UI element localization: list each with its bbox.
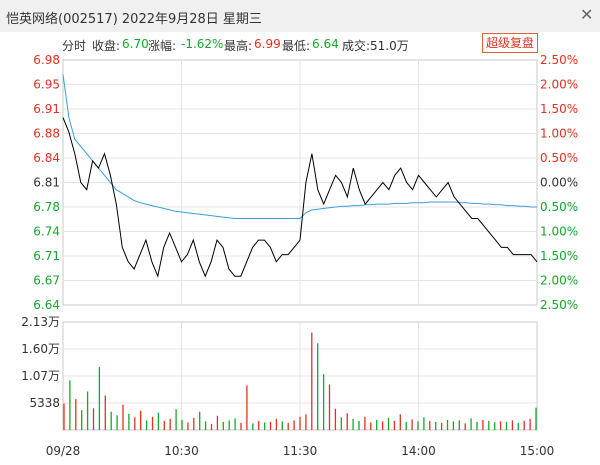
- pct-tick-label: 1.00%: [540, 127, 578, 141]
- high-label: 最高:: [224, 39, 253, 53]
- pct-tick-label: 1.50%: [540, 249, 578, 263]
- volume-value: 51.0万: [370, 39, 409, 53]
- price-tick-label: 6.91: [33, 102, 60, 116]
- price-tick-label: 6.64: [33, 298, 60, 312]
- pct-tick-label: 1.00%: [540, 225, 578, 239]
- title-bar: 恺英网络(002517) 2022年9月28日 星期三 ✕: [0, 0, 600, 32]
- volume-tick-label: 1.07万: [21, 369, 60, 383]
- pct-tick-label: 0.00%: [540, 176, 578, 190]
- low-label: 最低:: [282, 39, 311, 53]
- pct-tick-label: 2.50%: [540, 53, 578, 67]
- time-tick-label: 15:00: [520, 444, 555, 458]
- price-tick-label: 6.95: [33, 78, 60, 92]
- time-tick-label: 14:00: [401, 444, 436, 458]
- price-line: [62, 117, 538, 278]
- pct-tick-label: 2.50%: [540, 298, 578, 312]
- volume-tick-label: 5338: [29, 396, 60, 410]
- volume-label: 成交:: [342, 39, 371, 53]
- time-tick-label: 10:30: [164, 444, 199, 458]
- time-tick-label: 09/28: [46, 444, 81, 458]
- pct-tick-label: 0.50%: [540, 200, 578, 214]
- change-label: 涨幅:: [148, 39, 177, 53]
- price-tick-label: 6.78: [33, 200, 60, 214]
- pct-tick-label: 0.50%: [540, 151, 578, 165]
- price-tick-label: 6.84: [33, 151, 60, 165]
- pct-tick-label: 1.50%: [540, 102, 578, 116]
- window-title: 恺英网络(002517) 2022年9月28日 星期三: [6, 12, 262, 27]
- price-tick-label: 6.74: [33, 225, 60, 239]
- volume-tick-label: 2.13万: [21, 315, 60, 329]
- price-tick-label: 6.81: [33, 176, 60, 190]
- price-tick-label: 6.88: [33, 127, 60, 141]
- volume-tick-label: 1.60万: [21, 342, 60, 356]
- price-tick-label: 6.71: [33, 249, 60, 263]
- close-icon[interactable]: ✕: [580, 5, 594, 24]
- pct-tick-label: 2.00%: [540, 274, 578, 288]
- low-value: 6.64: [312, 37, 339, 51]
- time-tick-label: 11:30: [283, 444, 318, 458]
- price-tick-label: 6.98: [33, 53, 60, 67]
- high-value: 6.99: [254, 37, 281, 51]
- close-label: 收盘:: [92, 39, 121, 53]
- close-value: 6.70: [122, 37, 149, 51]
- pct-tick-label: 2.00%: [540, 78, 578, 92]
- quote-info-bar: 分时 收盘: 6.70 涨幅: -1.62% 最高: 6.99 最低: 6.64…: [0, 34, 600, 54]
- mode-label: 分时: [62, 39, 87, 53]
- super-replay-button[interactable]: 超级复盘: [482, 33, 538, 53]
- change-value: -1.62%: [181, 37, 224, 51]
- price-tick-label: 6.67: [33, 274, 60, 288]
